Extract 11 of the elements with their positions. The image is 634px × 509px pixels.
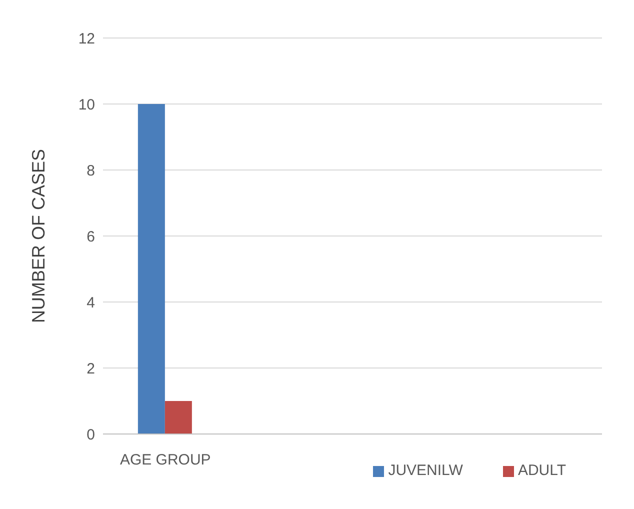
legend-label: ADULT [518,462,566,479]
y-tick-label: 12 [78,30,95,48]
y-tick-label: 10 [78,96,95,114]
y-tick-label: 2 [86,360,95,378]
y-tick-label: 6 [86,228,95,246]
y-tick-label: 0 [86,426,95,444]
y-tick-label: 4 [86,294,95,312]
legend-label: JUVENILW [388,462,463,479]
y-tick-label: 8 [86,162,95,180]
y-axis-title: NUMBER OF CASES [28,148,48,324]
x-tick-label: AGE GROUP [120,452,211,469]
